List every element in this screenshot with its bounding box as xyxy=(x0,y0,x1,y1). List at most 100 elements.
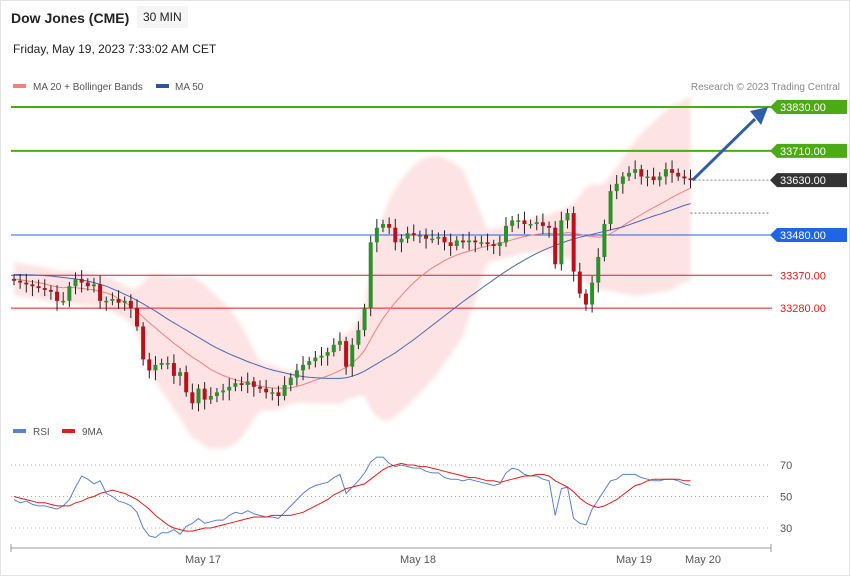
level-33280-label: 33280.00 xyxy=(780,303,826,315)
candle-body xyxy=(528,224,533,226)
candle-body xyxy=(36,286,41,289)
candle-body xyxy=(79,278,84,283)
candle-body xyxy=(670,169,675,173)
candle-body xyxy=(393,227,398,243)
timestamp: Friday, May 19, 2023 7:33:02 AM CET xyxy=(13,42,217,56)
candle-body xyxy=(208,395,213,400)
candle-body xyxy=(540,222,545,226)
level-33480-label: 33480.00 xyxy=(780,230,826,242)
candle-body xyxy=(135,308,139,327)
level-33370-label: 33370.00 xyxy=(780,270,826,282)
candle-body xyxy=(651,176,656,181)
x-axis: May 17 May 18 May 19 May 20 xyxy=(10,544,772,566)
candle-body xyxy=(387,224,392,228)
rsi-tick-50: 50 xyxy=(780,492,792,504)
candle-body xyxy=(417,235,422,237)
candle-body xyxy=(411,233,416,236)
candle-body xyxy=(381,224,385,228)
x-tick-label: May 20 xyxy=(685,554,721,566)
candle-body xyxy=(627,172,631,177)
candle-body xyxy=(178,372,183,376)
x-tick-label: May 17 xyxy=(185,554,221,566)
candle-body xyxy=(239,383,244,385)
rsi-legend-swatch xyxy=(13,429,26,433)
candle-body xyxy=(676,172,681,177)
candle-body xyxy=(196,388,201,404)
candle-body xyxy=(294,370,299,378)
candle-body xyxy=(319,355,324,358)
candle-body xyxy=(620,176,625,184)
9ma-legend-label: 9MA xyxy=(82,427,103,438)
candle-body xyxy=(325,352,330,356)
candle-body xyxy=(227,386,232,391)
level-33630-label: 33630.00 xyxy=(780,175,826,187)
candle-body xyxy=(214,392,219,396)
candle-body xyxy=(639,169,644,177)
instrument-title: Dow Jones (CME) xyxy=(11,10,130,26)
candle-body xyxy=(122,300,127,303)
forecast-arrow-shaft xyxy=(691,117,757,182)
candle-body xyxy=(307,361,312,365)
rsi-tick-30: 30 xyxy=(780,523,792,535)
candle-body xyxy=(504,225,508,243)
forecast-arrow-head xyxy=(750,107,768,125)
candle-body xyxy=(485,242,490,245)
candle-body xyxy=(522,220,527,225)
ma20-legend-label: MA 20 + Bollinger Bands xyxy=(33,82,143,93)
candle-body xyxy=(184,372,189,393)
candle-body xyxy=(571,213,576,272)
candlesticks xyxy=(12,160,693,412)
candle-body xyxy=(479,242,484,244)
rsi-panel: 70 50 30 xyxy=(11,456,792,539)
ma20-legend-swatch xyxy=(13,84,26,88)
candle-body xyxy=(454,240,459,246)
candle-body xyxy=(313,357,318,362)
candle-body xyxy=(12,278,16,281)
level-33630-tag xyxy=(770,173,847,188)
candle-body xyxy=(98,284,103,301)
candle-body xyxy=(430,238,435,241)
level-33710-tag xyxy=(770,143,847,158)
candle-body xyxy=(116,299,121,303)
candle-body xyxy=(61,300,66,303)
ma50-legend-label: MA 50 xyxy=(175,82,204,93)
timeframe-badge[interactable]: 30 MIN xyxy=(137,6,188,28)
candle-body xyxy=(590,282,595,305)
candle-body xyxy=(270,392,275,394)
candle-body xyxy=(368,242,373,309)
candle-body xyxy=(245,381,250,385)
candle-body xyxy=(85,282,90,287)
candle-body xyxy=(147,359,152,371)
candle-body xyxy=(264,388,269,393)
candle-body xyxy=(473,240,478,243)
candle-body xyxy=(602,224,607,257)
candle-body xyxy=(190,392,195,404)
candle-body xyxy=(18,280,23,283)
candle-body xyxy=(663,169,668,177)
candle-body xyxy=(424,235,429,239)
candle-body xyxy=(405,233,410,239)
candle-body xyxy=(73,278,78,287)
candle-body xyxy=(436,236,441,239)
price-levels: 33830.00 33710.00 33630.00 33480.00 33370.00… xyxy=(11,100,847,315)
candle-body xyxy=(688,178,693,181)
candle-body xyxy=(645,176,650,178)
candle-body xyxy=(258,386,262,389)
candle-body xyxy=(534,222,539,225)
candle-body xyxy=(110,299,115,301)
candle-body xyxy=(608,191,613,225)
candle-body xyxy=(577,271,582,294)
level-33830-label: 33830.00 xyxy=(780,102,826,114)
candle-body xyxy=(559,220,564,265)
candle-body xyxy=(682,176,687,179)
candle-body xyxy=(67,286,72,301)
candle-body xyxy=(48,289,53,292)
candle-body xyxy=(301,364,306,371)
candle-body xyxy=(91,284,96,287)
candle-body xyxy=(596,256,601,283)
candle-body xyxy=(460,240,465,243)
candle-body xyxy=(337,341,342,345)
x-tick-label: May 18 xyxy=(400,554,436,566)
bollinger-band xyxy=(14,96,691,450)
